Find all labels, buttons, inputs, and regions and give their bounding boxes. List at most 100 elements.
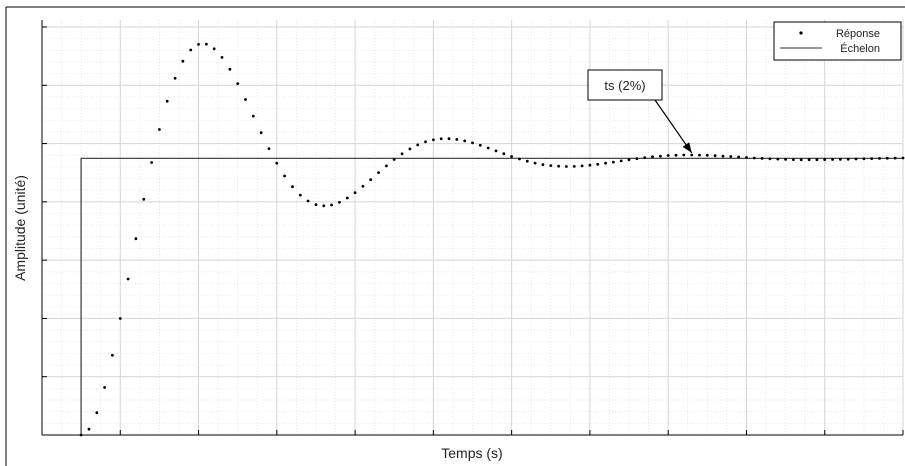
- legend-marker-reponse: [799, 31, 803, 35]
- response-point: [823, 158, 827, 162]
- response-point: [878, 157, 881, 160]
- response-point: [267, 147, 271, 151]
- response-point: [799, 158, 803, 162]
- response-point: [142, 197, 146, 201]
- response-point: [259, 131, 263, 135]
- response-point: [792, 158, 795, 162]
- response-point: [752, 156, 756, 160]
- response-point: [173, 76, 177, 80]
- response-point: [228, 67, 232, 71]
- response-point: [776, 157, 780, 161]
- response-point: [134, 237, 138, 241]
- response-point: [244, 98, 247, 101]
- response-point: [533, 161, 537, 165]
- legend: Réponse Échelon: [773, 21, 902, 61]
- response-point: [705, 153, 709, 157]
- response-point: [416, 143, 420, 147]
- response-point: [839, 158, 842, 161]
- response-point: [95, 411, 99, 415]
- response-point: [353, 191, 357, 195]
- response-point: [901, 156, 905, 160]
- response-point: [807, 158, 811, 162]
- response-point: [463, 139, 467, 143]
- response-point: [846, 157, 850, 161]
- response-point: [377, 171, 380, 175]
- x-axis-label: Temps (s): [441, 445, 502, 461]
- response-point: [494, 149, 498, 153]
- response-point: [236, 82, 240, 85]
- response-point: [502, 152, 506, 156]
- response-point: [596, 162, 600, 166]
- response-point: [291, 185, 294, 189]
- y-axis-label: Amplitude (unité): [12, 175, 28, 281]
- response-point: [322, 204, 326, 208]
- response-point: [510, 155, 513, 158]
- response-point: [893, 156, 897, 160]
- response-point: [197, 43, 200, 46]
- response-point: [471, 141, 474, 145]
- response-point: [103, 386, 106, 389]
- response-point: [760, 157, 764, 160]
- response-point: [447, 137, 451, 141]
- response-point: [643, 156, 647, 160]
- response-point: [361, 184, 365, 188]
- response-point: [572, 165, 576, 168]
- response-point: [784, 158, 787, 161]
- legend-box: [773, 21, 902, 61]
- response-point: [525, 159, 529, 163]
- response-point: [713, 154, 717, 158]
- series-echelon-line: [42, 157, 903, 436]
- response-point: [815, 158, 819, 162]
- response-point: [862, 157, 866, 161]
- response-point: [745, 156, 748, 159]
- response-point: [854, 157, 858, 161]
- response-point: [400, 152, 404, 156]
- response-point: [651, 155, 654, 159]
- response-point: [205, 42, 208, 46]
- response-point: [118, 317, 122, 320]
- response-point: [369, 178, 373, 182]
- response-point: [541, 163, 545, 167]
- response-point: [698, 153, 701, 157]
- response-point: [79, 433, 83, 437]
- annotation-arrow-line: [654, 99, 693, 154]
- response-point: [549, 164, 553, 168]
- response-point: [627, 158, 631, 162]
- response-point: [158, 128, 161, 131]
- response-point: [486, 146, 490, 150]
- annotation-arrowhead: [682, 142, 692, 153]
- response-point: [432, 138, 435, 142]
- response-point: [885, 156, 889, 160]
- response-point: [111, 353, 114, 357]
- plot-area: [41, 20, 905, 437]
- response-point: [612, 160, 615, 164]
- minor-grid: [42, 20, 903, 435]
- response-point: [682, 153, 686, 157]
- legend-label-reponse: Réponse: [836, 28, 880, 40]
- response-point: [314, 203, 318, 207]
- response-point: [338, 200, 341, 204]
- response-point: [518, 157, 521, 161]
- response-point: [455, 138, 459, 141]
- response-point: [306, 199, 310, 203]
- response-point: [345, 196, 349, 200]
- response-point: [275, 161, 279, 165]
- response-point: [768, 157, 772, 161]
- axis-ticks: [41, 26, 904, 436]
- response-point: [330, 203, 333, 207]
- response-point: [220, 56, 224, 59]
- response-point: [385, 164, 388, 168]
- response-point: [659, 154, 662, 158]
- response-point: [424, 140, 427, 144]
- response-point: [674, 153, 678, 157]
- response-point: [737, 155, 740, 159]
- response-point: [557, 164, 560, 168]
- response-point: [604, 161, 607, 165]
- response-point: [439, 137, 443, 141]
- response-point: [251, 114, 255, 118]
- response-point: [666, 154, 670, 157]
- response-point: [298, 193, 302, 197]
- annotation-label: ts (2%): [604, 78, 645, 93]
- response-point: [181, 59, 185, 63]
